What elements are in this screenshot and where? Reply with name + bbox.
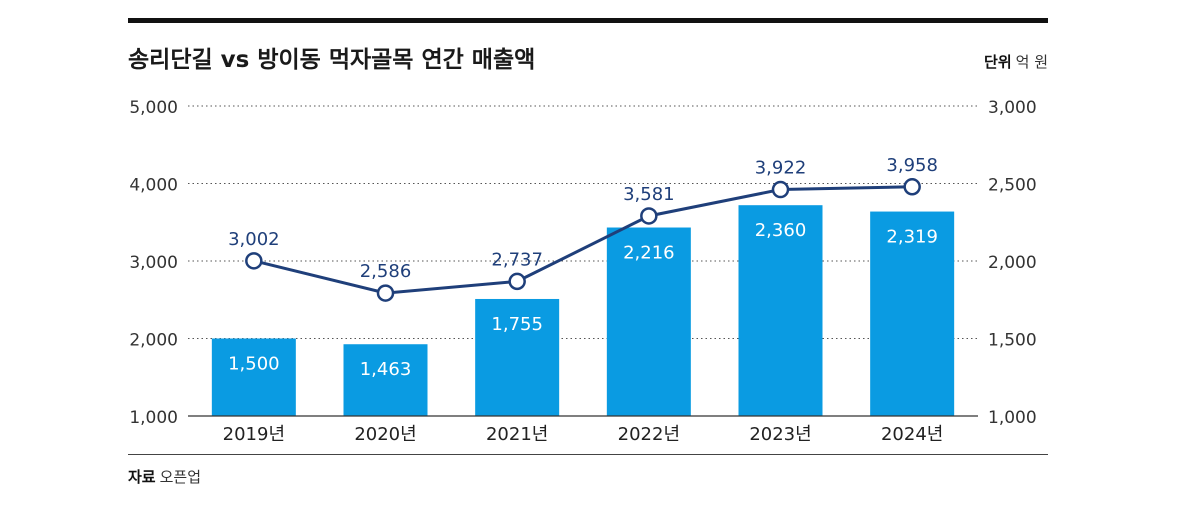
bar bbox=[211, 338, 296, 416]
source-note: 자료 오픈업 bbox=[128, 466, 201, 487]
category-label: 2023년 bbox=[749, 424, 811, 445]
left-tick-label: 2,000 bbox=[129, 331, 178, 351]
bar bbox=[870, 211, 955, 416]
line-value-label: 2,586 bbox=[360, 261, 412, 282]
category-label: 2024년 bbox=[881, 424, 943, 445]
series-line bbox=[253, 185, 913, 295]
line-point bbox=[508, 272, 526, 291]
left-tick-label: 4,000 bbox=[129, 176, 178, 196]
unit-label: 단위 bbox=[984, 53, 1012, 71]
category-label: 2019년 bbox=[223, 424, 285, 445]
bar-value-label: 2,360 bbox=[755, 220, 807, 241]
bar-value-label: 1,500 bbox=[228, 354, 280, 375]
source-value: 오픈업 bbox=[159, 468, 202, 486]
bar-value-label: 2,216 bbox=[623, 243, 675, 264]
right-tick-label: 1,500 bbox=[988, 331, 1037, 351]
bar-value-label: 2,319 bbox=[886, 227, 938, 248]
unit-value: 억 원 bbox=[1015, 53, 1048, 71]
left-tick-label: 3,000 bbox=[129, 253, 178, 273]
right-tick-label: 1,000 bbox=[988, 408, 1037, 428]
bar-value-label: 1,463 bbox=[360, 359, 412, 380]
line-point bbox=[771, 180, 790, 199]
line-point bbox=[640, 207, 658, 225]
top-rule bbox=[128, 18, 1048, 23]
line-point bbox=[376, 284, 395, 302]
right-tick-label: 2,000 bbox=[988, 253, 1037, 273]
left-tick-label: 1,000 bbox=[129, 408, 178, 428]
bar bbox=[475, 298, 560, 416]
bar bbox=[606, 227, 691, 416]
line-value-label: 3,581 bbox=[623, 184, 675, 205]
line-value-label: 2,737 bbox=[491, 249, 543, 270]
bar bbox=[738, 205, 823, 416]
line-point bbox=[245, 252, 263, 270]
category-label: 2021년 bbox=[486, 424, 548, 445]
right-tick-label: 2,500 bbox=[988, 176, 1037, 196]
source-label: 자료 bbox=[128, 468, 156, 486]
unit-note: 단위 억 원 bbox=[984, 51, 1048, 72]
bar bbox=[343, 344, 428, 416]
chart-title: 송리단길 vs 방이동 먹자골목 연간 매출액 bbox=[128, 47, 536, 73]
line-point bbox=[903, 178, 921, 196]
line-value-label: 3,958 bbox=[886, 155, 938, 176]
bar-value-label: 1,755 bbox=[491, 314, 543, 335]
line-value-label: 3,002 bbox=[228, 229, 280, 250]
category-label: 2022년 bbox=[618, 424, 680, 445]
right-tick-label: 3,000 bbox=[988, 98, 1037, 118]
line-value-label: 3,922 bbox=[755, 158, 807, 179]
bottom-rule bbox=[128, 454, 1048, 455]
left-tick-label: 5,000 bbox=[129, 98, 178, 118]
category-label: 2020년 bbox=[354, 424, 416, 445]
